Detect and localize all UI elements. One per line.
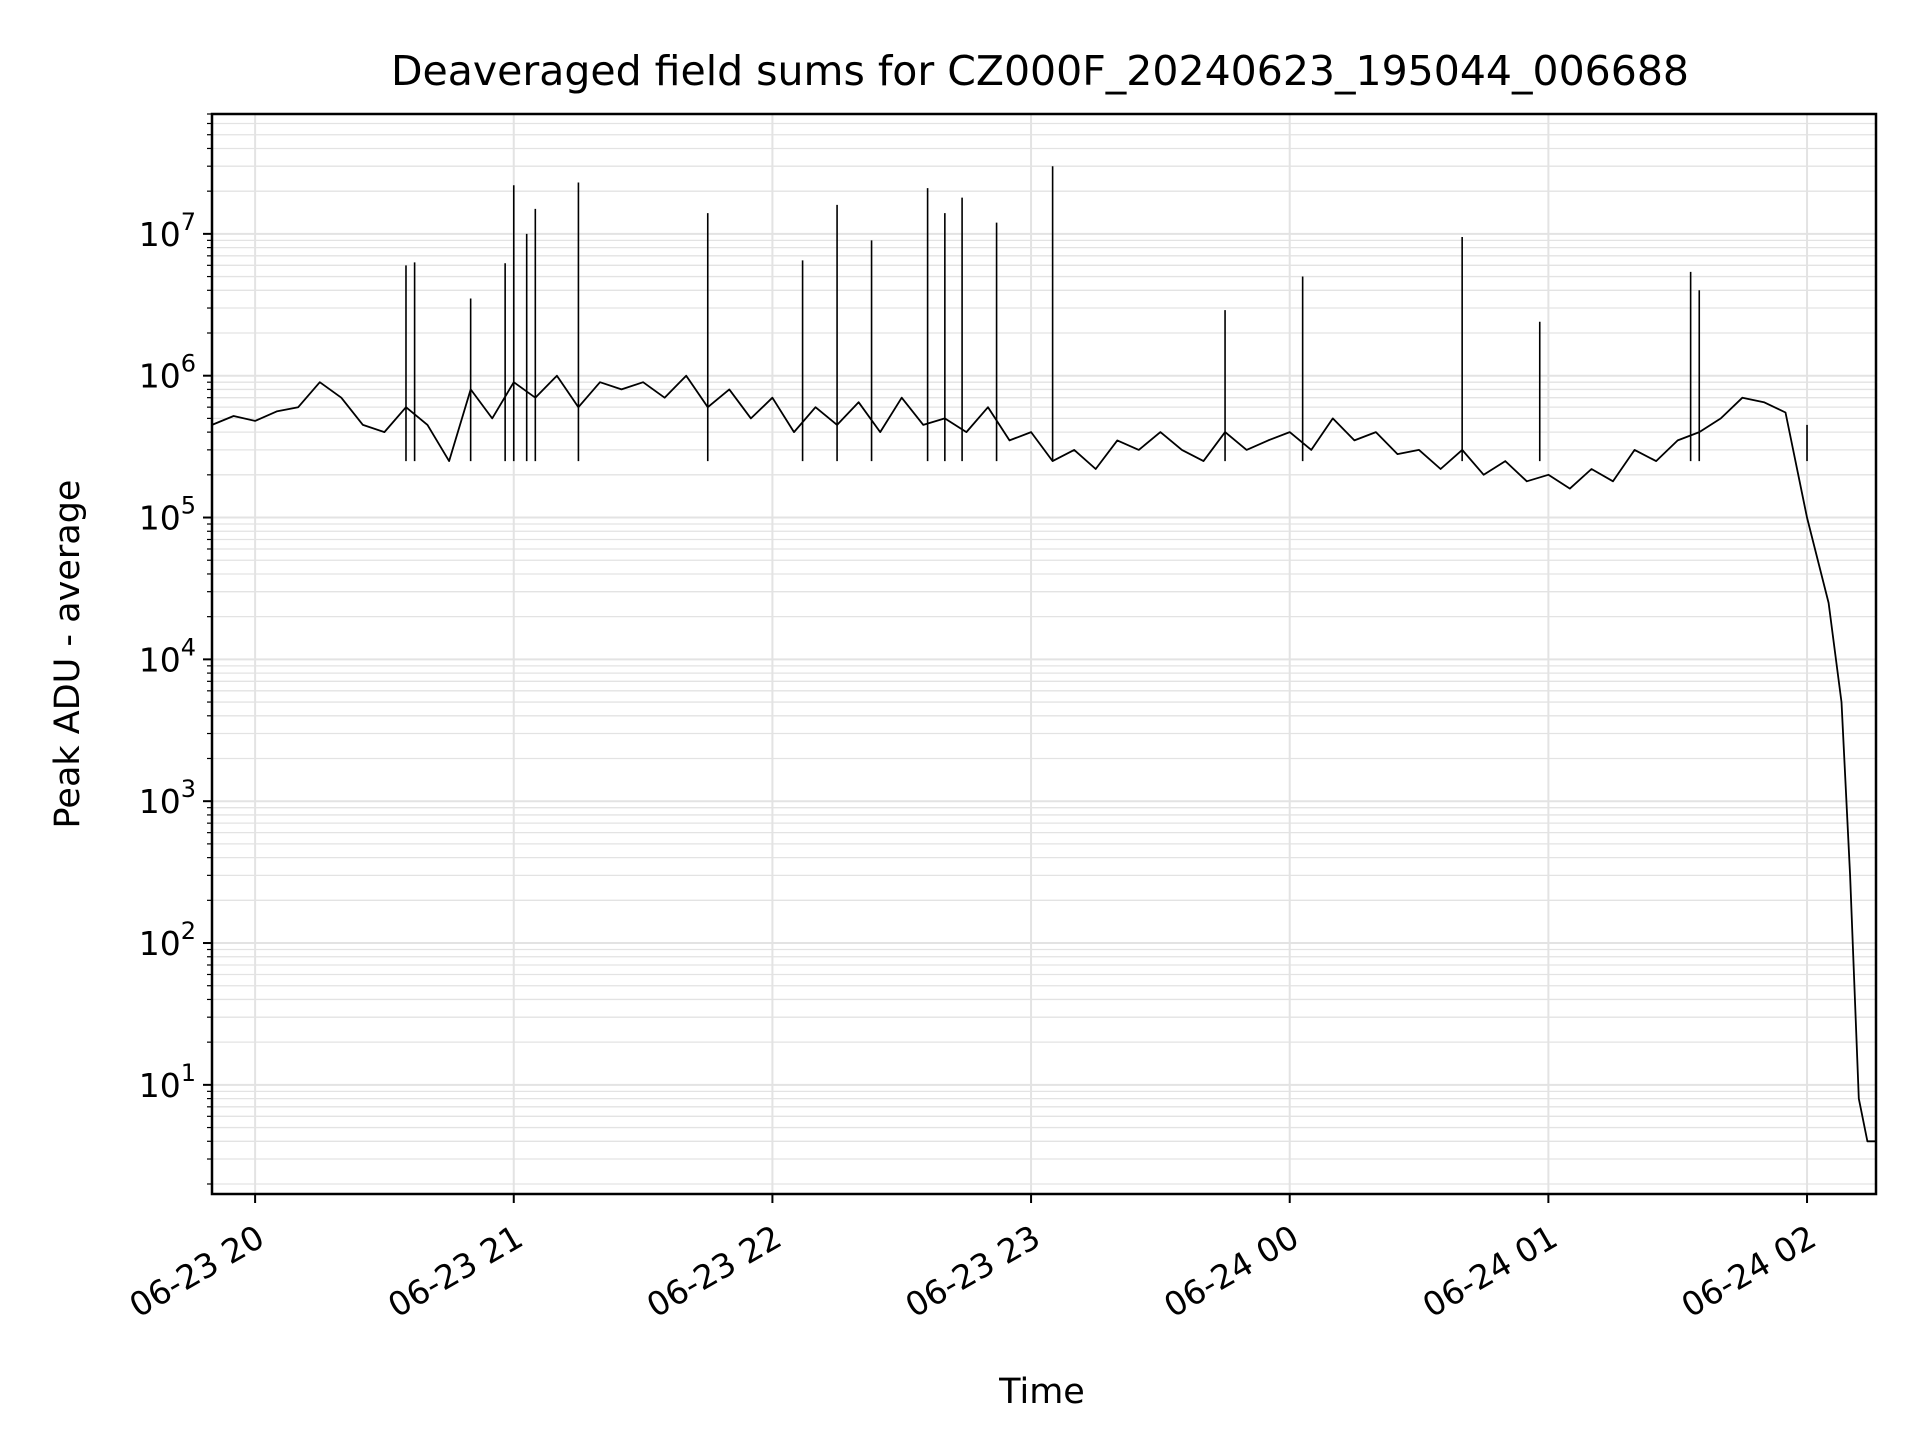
y-tick-exponent: 4: [181, 633, 196, 661]
y-axis-label: Peak ADU - average: [48, 480, 88, 829]
y-tick-base: 10: [139, 640, 181, 679]
y-tick-label: 107: [139, 208, 196, 254]
y-tick-label: 105: [139, 492, 196, 538]
y-tick-exponent: 2: [181, 917, 196, 945]
y-tick-exponent: 7: [181, 208, 196, 236]
y-tick-exponent: 5: [181, 492, 196, 520]
x-axis-label: Time: [998, 1372, 1085, 1412]
y-tick-base: 10: [139, 215, 181, 254]
y-tick-label: 101: [139, 1059, 196, 1105]
y-tick-label: 103: [139, 775, 196, 821]
data-layer: [212, 166, 1876, 1143]
y-tick-base: 10: [139, 782, 181, 821]
y-tick-exponent: 1: [181, 1059, 196, 1087]
chart-title: Deaveraged field sums for CZ000F_2024062…: [391, 47, 1689, 95]
y-tick-base: 10: [139, 924, 181, 963]
y-tick-exponent: 6: [181, 350, 196, 378]
plot-frame: [210, 112, 1878, 1196]
y-tick-label: 104: [139, 633, 196, 679]
y-tick-base: 10: [139, 357, 181, 396]
y-tick-label: 106: [139, 350, 196, 396]
grid-layer: [212, 113, 1876, 1194]
y-tick-exponent: 3: [181, 775, 196, 803]
y-tick-base: 10: [139, 1066, 181, 1105]
y-tick-base: 10: [139, 499, 181, 538]
y-tick-label: 102: [139, 917, 196, 963]
series-line: [212, 374, 1876, 1143]
